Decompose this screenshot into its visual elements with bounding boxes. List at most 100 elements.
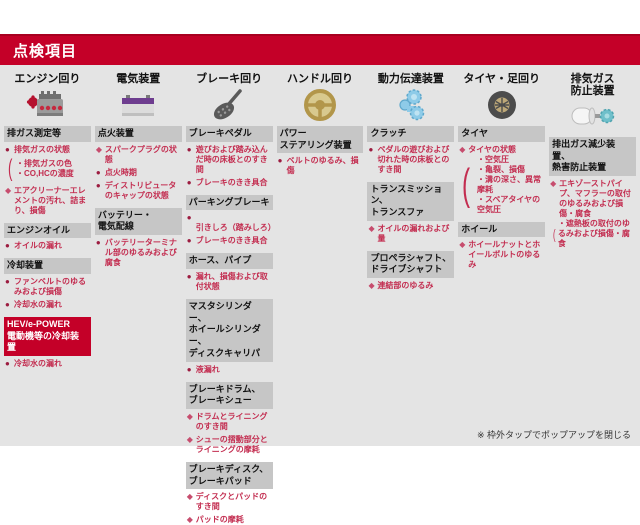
item-bullet: ◆ bbox=[95, 144, 103, 154]
item-bullet: ● bbox=[95, 167, 101, 177]
inspection-item: ● ベルトのゆるみ、損傷 bbox=[278, 156, 364, 176]
section-heading: ホース、パイプ bbox=[185, 253, 273, 270]
sub-item: ・スペアタイヤの空気圧 bbox=[476, 194, 541, 214]
screen: { "title": "点検項目", "footer_note": "※ 枠外タ… bbox=[0, 34, 640, 525]
item-text: タイヤの状態 bbox=[468, 144, 517, 154]
column-title: タイヤ・足回り bbox=[463, 73, 541, 85]
section-heading: パワー ステアリング装置 bbox=[276, 126, 364, 154]
inspection-item: ● ペダルの遊びおよび切れた時の床板とのすき間 bbox=[368, 145, 454, 175]
inspection-column: 排気ガス 防止装置排出ガス減少装置、 熱害防止装置 ◆ エキゾーストパイプ、マフラー… bbox=[549, 73, 637, 249]
section-heading: エンジンオイル bbox=[4, 222, 91, 239]
subgroup-paren: ( bbox=[8, 154, 13, 182]
section-heading: 排出ガス減少装置、 熱害防止装置 bbox=[549, 137, 637, 177]
sub-item: ・空気圧 bbox=[476, 154, 509, 164]
item-text: 排気ガスの状態 bbox=[14, 144, 70, 154]
item-text: ホイールナットとホイールボルトのゆるみ bbox=[468, 240, 541, 270]
item-text: オイルの漏れ bbox=[14, 241, 62, 251]
item-text: ブレーキのきき具合 bbox=[195, 236, 268, 246]
item-text: 液漏れ bbox=[195, 364, 220, 374]
column-title: ブレーキ回り bbox=[196, 73, 263, 85]
item-text: 冷却水の漏れ bbox=[14, 359, 62, 369]
inspection-item: ● バッテリーターミナル部のゆるみおよび腐食 bbox=[96, 238, 182, 268]
item-text: ドラムとライニングのすき間 bbox=[195, 411, 268, 431]
inspection-item: ◆ タイヤの状態 bbox=[459, 145, 545, 155]
item-text: 遊びおよび踏み込んだ時の床板とのすき間 bbox=[195, 144, 268, 174]
item-text: 引きしろ（踏みしろ） bbox=[195, 223, 276, 233]
close-popup-hint: ※ 枠外タップでポップアップを閉じる bbox=[476, 430, 631, 440]
item-bullet: ● bbox=[186, 236, 192, 246]
item-bullet: ◆ bbox=[459, 240, 466, 250]
item-bullet: ● bbox=[186, 144, 192, 154]
inspection-item: ● ブレーキのきき具合 bbox=[187, 178, 273, 188]
section-heading: バッテリー・ 電気配線 bbox=[94, 207, 182, 236]
section-heading: 冷却装置 bbox=[4, 258, 91, 275]
item-bullet: ◆ bbox=[5, 185, 12, 195]
item-bullet: ● bbox=[186, 364, 192, 374]
section-heading: ホイール bbox=[458, 221, 546, 238]
item-text: 連結部のゆるみ bbox=[377, 281, 434, 291]
item-text: ベルトのゆるみ、損傷 bbox=[286, 156, 359, 176]
inspection-item: ● 漏れ、損傷および取付状態 bbox=[187, 272, 273, 292]
item-bullet: ◆ bbox=[186, 411, 193, 421]
subgroup-paren: ( bbox=[553, 226, 556, 243]
section-heading: 排ガス測定等 bbox=[4, 126, 91, 142]
inspection-column: 動力伝達装置クラッチ ● ペダルの遊びおよび切れた時の床板とのすき間トランスミッショ… bbox=[367, 73, 455, 291]
inspection-item: ◆ ドラムとライニングのすき間 bbox=[187, 412, 273, 432]
battery-icon bbox=[95, 87, 182, 123]
inspection-item: ◆ パッドの摩耗 bbox=[187, 515, 273, 525]
inspection-item: ◆ エアクリーナーエレメントの汚れ、詰まり、損傷 bbox=[5, 186, 91, 216]
inspection-item: ● ファンベルトのゆるみおよび損傷 bbox=[5, 277, 91, 297]
transmission-icon bbox=[367, 87, 454, 123]
inspection-item: ● 排気ガスの状態 bbox=[5, 145, 91, 155]
item-bullet: ● bbox=[5, 359, 10, 369]
muffler-icon bbox=[549, 98, 636, 134]
sub-item: ・亀裂、損傷 bbox=[476, 164, 525, 174]
section-heading: ブレーキディスク、 ブレーキパッド bbox=[185, 461, 273, 490]
inspection-column: ハンドル回りパワー ステアリング装置 ● ベルトのゆるみ、損傷 bbox=[276, 73, 364, 176]
inspection-item: ● 遊びおよび踏み込んだ時の床板とのすき間 bbox=[187, 145, 273, 175]
item-text: ファンベルトのゆるみおよび損傷 bbox=[14, 277, 86, 297]
sub-item: ・排気ガスの色 bbox=[16, 158, 72, 168]
column-title: 排気ガス 防止装置 bbox=[570, 73, 615, 97]
inspection-columns: エンジン回り 排ガス測定等 ● 排気ガスの状態(・排気ガスの色 ・CO,HCの濃度 ◆ エア… bbox=[0, 65, 640, 525]
inspection-item: ● 冷却水の漏れ bbox=[5, 300, 91, 310]
item-text: スパークプラグの状態 bbox=[104, 144, 177, 164]
column-title: エンジン回り bbox=[14, 73, 81, 85]
sub-item: ・CO,HCの濃度 bbox=[16, 168, 74, 178]
item-text: エキゾーストパイプ、マフラーの取付のゆるみおよび損傷・腐食 bbox=[559, 179, 631, 219]
inspection-column: ブレーキ回り ブレーキペダル ● 遊びおよび踏み込んだ時の床板とのすき間 ● ブレーキのき… bbox=[185, 73, 276, 525]
item-bullet: ◆ bbox=[550, 179, 557, 189]
item-text: バッテリーターミナル部のゆるみおよび腐食 bbox=[104, 238, 177, 268]
section-heading: HEV/e-POWER 電動機等の冷却装置 bbox=[4, 317, 91, 357]
inspection-item: ◆ シューの摺動部分とライニングの摩耗 bbox=[187, 435, 273, 455]
item-bullet: ● bbox=[5, 144, 10, 154]
sub-item: ・溝の深さ、異常摩耗 bbox=[476, 174, 541, 194]
item-text: ディストリビュータのキャップの状態 bbox=[104, 180, 177, 200]
subgroup-paren: ( bbox=[462, 159, 471, 209]
item-bullet: ◆ bbox=[186, 434, 193, 444]
column-title: 動力伝達装置 bbox=[377, 73, 444, 85]
section-heading: トランスミッション、 トランスファ bbox=[367, 181, 455, 221]
item-bullet: ● bbox=[95, 238, 101, 248]
item-text: ブレーキのきき具合 bbox=[195, 177, 268, 187]
section-heading: ブレーキドラム、 ブレーキシュー bbox=[185, 381, 273, 409]
section-heading: クラッチ bbox=[367, 126, 455, 142]
inspection-item: ◆ ディスクとパッドのすき間 bbox=[187, 492, 273, 512]
section-heading: パーキングブレーキ bbox=[185, 194, 273, 211]
item-bullet: ● bbox=[5, 241, 10, 251]
inspection-column: 電気装置 点火装置 ◆ スパークプラグの状態 ● 点火時期 ● ディストリビュータのキャップの… bbox=[94, 73, 182, 268]
section-heading: プロペラシャフト、 ドライブシャフト bbox=[367, 250, 455, 279]
brake-pedal-icon bbox=[186, 87, 273, 123]
inspection-item: ◆ オイルの漏れおよび量 bbox=[368, 224, 454, 244]
column-title: 電気装置 bbox=[116, 73, 161, 85]
item-text: 漏れ、損傷および取付状態 bbox=[195, 272, 268, 292]
inspection-item: ● 点火時期 bbox=[96, 168, 182, 178]
item-text: ディスクとパッドのすき間 bbox=[195, 492, 268, 512]
inspection-column: タイヤ・足回り タイヤ ◆ タイヤの状態(・空気圧 ・亀裂、損傷 ・溝の深さ、異常摩耗 ・ス… bbox=[458, 73, 546, 270]
tire-icon bbox=[458, 87, 545, 123]
item-text: ペダルの遊びおよび切れた時の床板とのすき間 bbox=[377, 144, 450, 174]
engine-icon bbox=[4, 87, 91, 123]
item-subgroup: (・遮熱板の取付のゆるみおよび損傷・腐食 bbox=[553, 219, 636, 249]
column-title: ハンドル回り bbox=[287, 73, 353, 85]
inspection-item: ◆ 連結部のゆるみ bbox=[368, 281, 454, 291]
